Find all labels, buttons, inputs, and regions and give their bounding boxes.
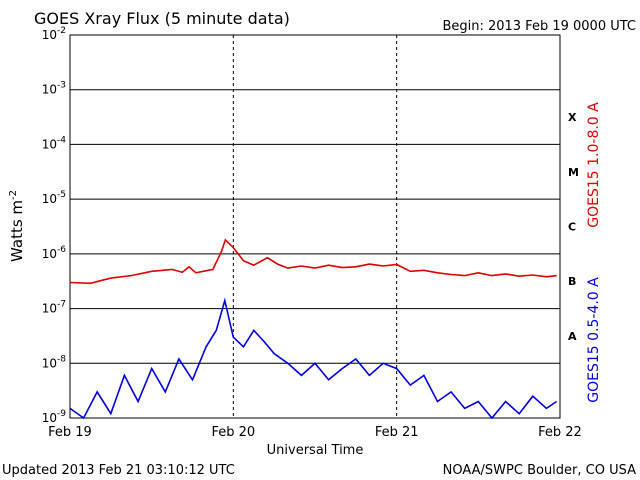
flare-class-label: M xyxy=(568,166,579,179)
y-tick-base: 10 xyxy=(42,356,57,370)
y-tick-exponent: -9 xyxy=(57,409,66,419)
x-tick-labels: Feb 19 Feb 20 Feb 21 Feb 22 xyxy=(48,425,582,440)
y-tick-label: 10-2 xyxy=(42,26,66,42)
y-tick-label: 10-4 xyxy=(42,135,67,151)
y-axis-label-base: Watts m xyxy=(8,200,26,262)
y-tick-base: 10 xyxy=(42,247,57,261)
series-line-0 xyxy=(69,238,557,285)
y-tick-exponent: -6 xyxy=(57,245,66,255)
y-axis-label-sup: -2 xyxy=(8,190,19,200)
y-axis-label: Watts m-2 xyxy=(8,190,26,262)
flare-class-labels: X M C B A xyxy=(568,111,579,343)
y-tick-labels: 10-210-310-410-510-610-710-810-9 xyxy=(42,26,67,425)
y-tick-exponent: -5 xyxy=(57,190,66,200)
flare-class-label: A xyxy=(568,330,577,343)
y-tick-label: 10-6 xyxy=(42,245,67,261)
y-tick-label: 10-8 xyxy=(42,354,67,370)
x-axis-label: Universal Time xyxy=(267,443,364,458)
y-tick-label: 10-7 xyxy=(42,300,66,316)
x-tick-label: Feb 22 xyxy=(538,425,582,440)
data-series xyxy=(69,238,558,420)
y-tick-base: 10 xyxy=(42,411,57,425)
y-tick-base: 10 xyxy=(42,302,57,316)
y-tick-label: 10-5 xyxy=(42,190,66,206)
y-tick-base: 10 xyxy=(42,137,57,151)
y-tick-base: 10 xyxy=(42,28,57,42)
y-tick-label: 10-9 xyxy=(42,409,67,425)
flare-class-label: X xyxy=(568,111,577,124)
grid xyxy=(70,35,560,418)
y-tick-exponent: -7 xyxy=(57,300,66,310)
y-tick-exponent: -2 xyxy=(57,26,66,36)
y-tick-base: 10 xyxy=(42,83,57,97)
series-line-1 xyxy=(69,297,558,420)
credit-label: NOAA/SWPC Boulder, CO USA xyxy=(443,463,636,478)
flare-class-label: B xyxy=(568,275,576,288)
y-tick-base: 10 xyxy=(42,192,57,206)
series-label-short: GOES15 0.5-4.0 A xyxy=(586,277,602,403)
series-label-long: GOES15 1.0-8.0 A xyxy=(586,102,602,228)
x-tick-label: Feb 19 xyxy=(48,425,92,440)
x-tick-label: Feb 21 xyxy=(375,425,419,440)
begin-label: Begin: 2013 Feb 19 0000 UTC xyxy=(442,19,636,34)
y-tick-exponent: -8 xyxy=(57,354,66,364)
updated-label: Updated 2013 Feb 21 03:10:12 UTC xyxy=(2,463,235,478)
plot-frame xyxy=(69,34,561,419)
x-tick-label: Feb 20 xyxy=(211,425,255,440)
chart-title: GOES Xray Flux (5 minute data) xyxy=(34,9,290,28)
y-tick-label: 10-3 xyxy=(42,81,66,97)
y-tick-exponent: -4 xyxy=(57,135,66,145)
flare-class-label: C xyxy=(568,221,576,234)
y-tick-exponent: -3 xyxy=(57,81,66,91)
